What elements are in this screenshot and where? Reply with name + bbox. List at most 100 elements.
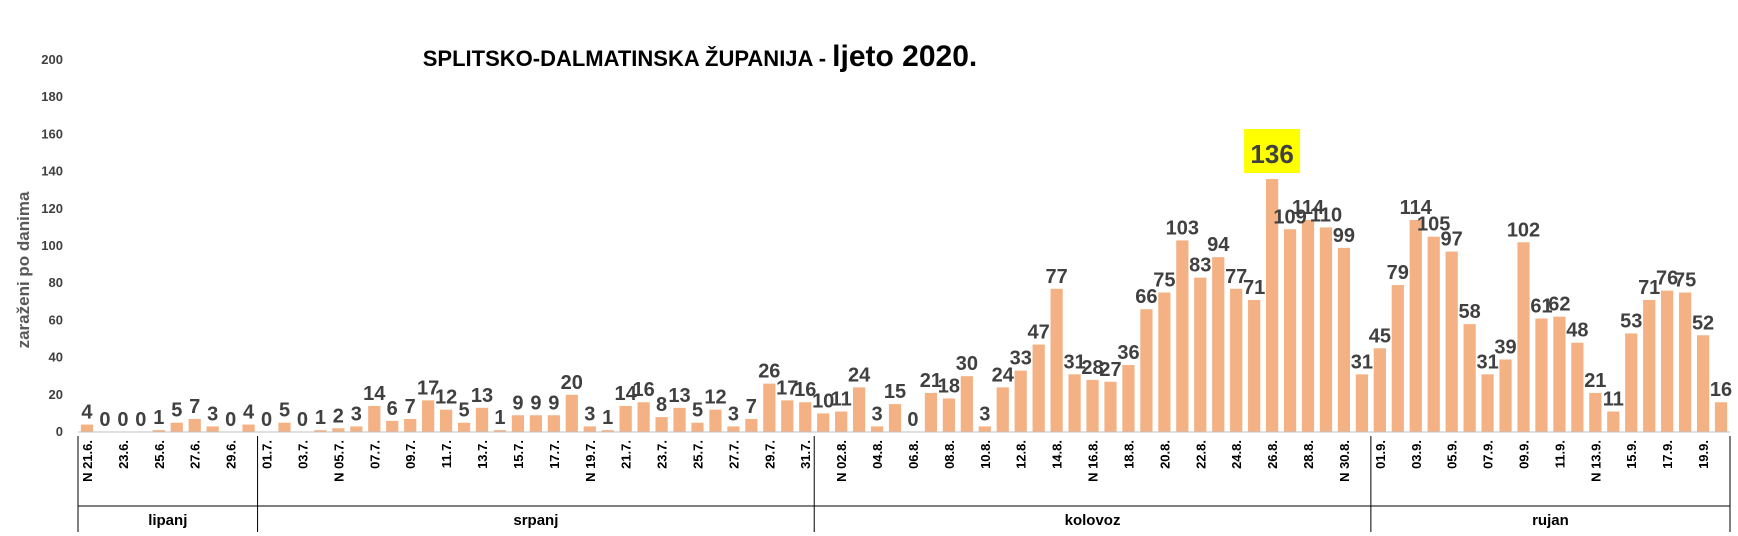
data-label: 4 bbox=[81, 402, 93, 424]
bar bbox=[1589, 392, 1602, 432]
y-tick-label: 200 bbox=[41, 52, 63, 67]
data-label: 0 bbox=[907, 409, 918, 431]
data-label: 71 bbox=[1243, 277, 1265, 299]
bar bbox=[1086, 379, 1099, 432]
bar bbox=[80, 424, 94, 432]
y-tick-label: 160 bbox=[41, 126, 63, 141]
data-label: 20 bbox=[561, 372, 583, 394]
data-label: 83 bbox=[1189, 255, 1211, 277]
x-tick-label: 15.9. bbox=[1624, 440, 1639, 469]
y-tick-label: 140 bbox=[41, 164, 63, 179]
data-label: 62 bbox=[1548, 294, 1570, 316]
bar bbox=[1337, 247, 1351, 432]
x-tick-label: N 30.8. bbox=[1337, 440, 1352, 482]
x-tick-label: N 02.8. bbox=[834, 440, 849, 482]
bar bbox=[529, 415, 542, 432]
bar bbox=[332, 428, 345, 432]
data-label: 28 bbox=[1081, 357, 1103, 379]
y-axis: 0 20 40 60 80 100 120 140 160 180 200 bbox=[41, 52, 63, 439]
data-label: 76 bbox=[1656, 268, 1678, 290]
x-tick-label: 01.9. bbox=[1373, 440, 1388, 469]
bar bbox=[1050, 288, 1063, 432]
data-label: 1 bbox=[494, 407, 505, 429]
data-label: 48 bbox=[1566, 320, 1588, 342]
x-tick-label: 29.7. bbox=[762, 440, 777, 469]
data-label: 3 bbox=[979, 403, 990, 425]
data-label: 102 bbox=[1507, 219, 1540, 241]
x-tick-label: N 19.7. bbox=[583, 440, 598, 482]
data-label: 1 bbox=[602, 407, 613, 429]
data-label: 110 bbox=[1310, 204, 1342, 226]
month-label: rujan bbox=[1532, 512, 1569, 529]
x-tick-label: 20.8. bbox=[1157, 440, 1172, 469]
month-label: lipanj bbox=[148, 512, 187, 529]
x-tick-label: 13.7. bbox=[475, 440, 490, 469]
bar bbox=[888, 404, 902, 432]
bar bbox=[1068, 374, 1081, 432]
bar bbox=[1301, 219, 1315, 432]
bar bbox=[314, 430, 327, 432]
bar bbox=[870, 426, 884, 432]
bar bbox=[709, 409, 722, 432]
x-tick-label: 28.8. bbox=[1301, 440, 1316, 469]
bar bbox=[637, 402, 650, 432]
data-label: 97 bbox=[1441, 229, 1463, 251]
bar bbox=[583, 426, 596, 432]
bar bbox=[655, 417, 668, 432]
data-label: 14 bbox=[363, 383, 386, 405]
bar bbox=[1373, 348, 1386, 432]
bar bbox=[206, 426, 219, 432]
data-label: 11 bbox=[831, 389, 852, 411]
bar bbox=[781, 400, 794, 432]
data-label: 3 bbox=[728, 403, 739, 425]
bar bbox=[1248, 299, 1261, 432]
data-label: 114 bbox=[1400, 197, 1433, 219]
bar bbox=[404, 418, 417, 432]
x-tick-label: 14.8. bbox=[1050, 440, 1065, 469]
x-tick-label: 18.8. bbox=[1121, 440, 1136, 469]
bar bbox=[1481, 374, 1494, 432]
bar bbox=[1283, 229, 1297, 432]
bar bbox=[457, 422, 471, 432]
bar bbox=[350, 426, 363, 432]
bar bbox=[1696, 335, 1710, 432]
data-label: 13 bbox=[471, 385, 493, 407]
data-label: 21 bbox=[1584, 370, 1606, 392]
data-label: 71 bbox=[1638, 277, 1660, 299]
data-label: 7 bbox=[405, 396, 416, 418]
bar bbox=[817, 413, 830, 432]
data-label: 9 bbox=[512, 392, 523, 414]
bar bbox=[1014, 370, 1027, 432]
data-label: 5 bbox=[692, 400, 703, 422]
x-tick-label: 19.9. bbox=[1696, 440, 1711, 469]
x-tick-label: N 21.6. bbox=[80, 440, 95, 482]
x-tick-label: 07.9. bbox=[1481, 440, 1496, 469]
bar bbox=[1499, 359, 1512, 432]
bar bbox=[1319, 227, 1333, 432]
data-label: 5 bbox=[279, 400, 290, 422]
month-label: srpanj bbox=[513, 512, 558, 529]
data-label: 9 bbox=[548, 392, 559, 414]
data-label: 53 bbox=[1620, 310, 1642, 332]
data-label: 39 bbox=[1494, 336, 1516, 358]
y-tick-label: 100 bbox=[41, 238, 63, 253]
bar bbox=[1104, 381, 1117, 432]
bar bbox=[1140, 309, 1153, 432]
data-label: 79 bbox=[1387, 262, 1409, 284]
bar bbox=[835, 411, 848, 432]
data-label: 13 bbox=[668, 385, 690, 407]
bar bbox=[278, 422, 291, 432]
chart-title: SPLITSKO-DALMATINSKA ŽUPANIJA - ljeto 20… bbox=[423, 40, 978, 73]
data-label: 24 bbox=[848, 364, 871, 386]
data-label: 1 bbox=[153, 407, 164, 429]
bar bbox=[1176, 240, 1189, 432]
data-label: 77 bbox=[1225, 266, 1247, 288]
data-label: 3 bbox=[351, 403, 362, 425]
data-label: 31 bbox=[1476, 351, 1498, 373]
data-label: 114 bbox=[1292, 197, 1325, 219]
bar bbox=[996, 387, 1009, 432]
data-label: 16 bbox=[794, 379, 816, 401]
data-label: 33 bbox=[1010, 348, 1032, 370]
data-label: 16 bbox=[1710, 379, 1732, 401]
data-label: 27 bbox=[1099, 359, 1121, 381]
